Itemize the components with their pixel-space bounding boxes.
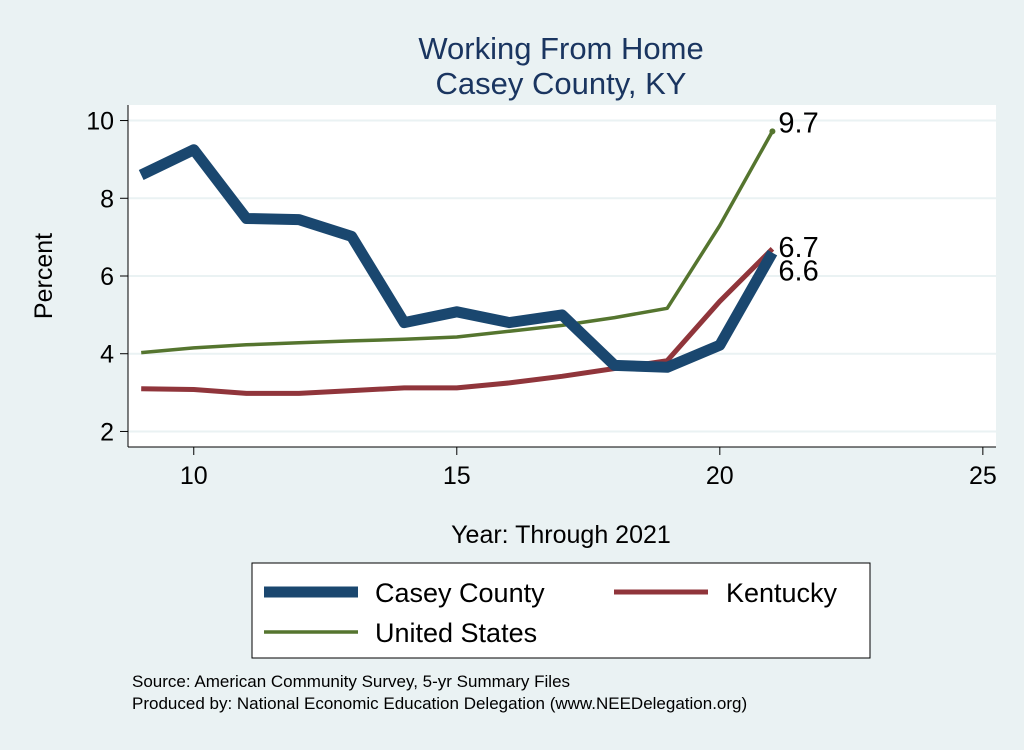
legend-label-casey-county: Casey County [375, 578, 545, 608]
y-tick-label: 6 [100, 263, 114, 291]
axis-ticks: 2 4 6 8 10 10 15 20 25 [86, 108, 997, 490]
y-tick-label: 2 [100, 418, 114, 446]
gridlines [128, 119, 996, 433]
series-line-casey-county [138, 144, 778, 373]
series-line-kentucky [141, 247, 775, 396]
series-line-united-states [141, 130, 774, 355]
end-marker-united-states [769, 128, 776, 135]
x-tick-label: 25 [969, 462, 997, 490]
x-axis-label: Year: Through 2021 [451, 521, 671, 549]
y-tick-label: 10 [86, 108, 114, 136]
end-label-casey-county: 6.6 [778, 256, 818, 288]
y-tick-label: 4 [100, 341, 114, 369]
end-label-united-states: 9.7 [778, 107, 818, 139]
legend-box [251, 562, 871, 659]
legend-label-kentucky: Kentucky [726, 578, 838, 608]
end-labels: 9.7 6.76.6 [778, 107, 818, 287]
x-tick-label: 15 [443, 462, 471, 490]
end-label-kentucky: 6.7 [778, 232, 818, 264]
y-axis-label: Percent [30, 233, 58, 319]
x-tick-label: 10 [180, 462, 208, 490]
producer-note: Produced by: National Economic Education… [132, 694, 747, 713]
series-lines [138, 128, 778, 396]
source-note: Source: American Community Survey, 5-yr … [132, 672, 570, 691]
y-tick-label: 8 [100, 185, 114, 213]
x-tick-label: 20 [706, 462, 734, 490]
legend: Casey County Kentucky United States [251, 562, 871, 659]
chart-subtitle: Casey County, KY [436, 66, 687, 101]
legend-label-united-states: United States [375, 618, 537, 648]
chart-title: Working From Home [418, 31, 703, 66]
